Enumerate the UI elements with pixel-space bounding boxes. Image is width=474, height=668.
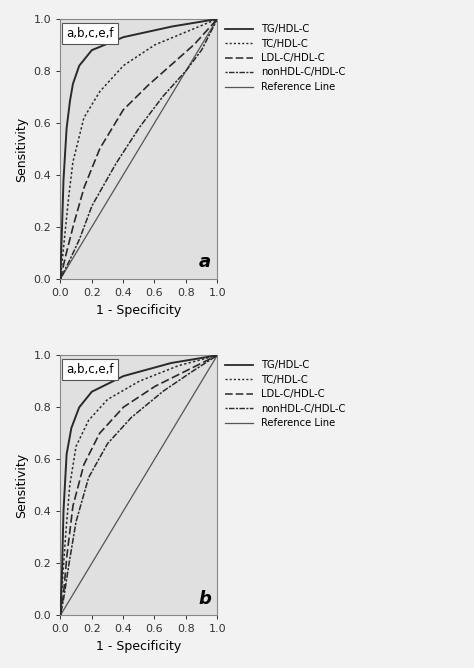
Y-axis label: Sensitivity: Sensitivity xyxy=(15,453,28,518)
Legend: TG/HDL-C, TC/HDL-C, LDL-C/HDL-C, nonHDL-C/HDL-C, Reference Line: TG/HDL-C, TC/HDL-C, LDL-C/HDL-C, nonHDL-… xyxy=(226,24,346,92)
Text: a,b,c,e,f: a,b,c,e,f xyxy=(67,27,114,40)
Text: a,b,c,e,f: a,b,c,e,f xyxy=(67,363,114,376)
Text: a: a xyxy=(199,253,211,271)
Legend: TG/HDL-C, TC/HDL-C, LDL-C/HDL-C, nonHDL-C/HDL-C, Reference Line: TG/HDL-C, TC/HDL-C, LDL-C/HDL-C, nonHDL-… xyxy=(226,360,346,428)
Y-axis label: Sensitivity: Sensitivity xyxy=(15,116,28,182)
X-axis label: 1 - Specificity: 1 - Specificity xyxy=(96,304,182,317)
X-axis label: 1 - Specificity: 1 - Specificity xyxy=(96,640,182,653)
Text: b: b xyxy=(198,590,211,608)
